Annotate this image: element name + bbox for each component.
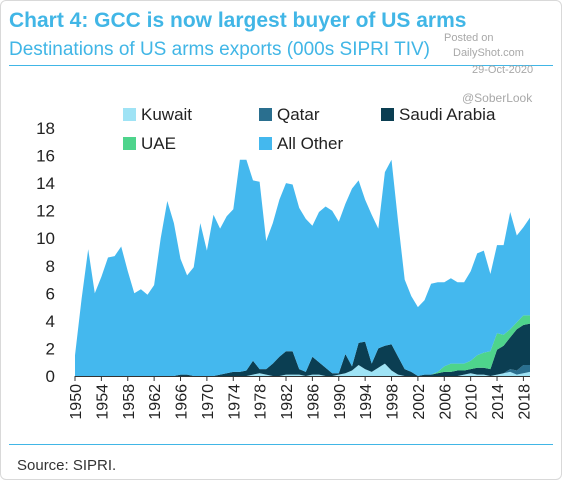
y-tick-label: 10 xyxy=(36,229,55,248)
source-note: Source: SIPRI. xyxy=(17,457,117,474)
area-kuwait xyxy=(75,363,530,376)
legend-label-uae: UAE xyxy=(141,134,176,153)
x-tick-label: 1990 xyxy=(332,384,349,420)
y-tick-label: 18 xyxy=(36,119,55,138)
x-tick-label: 1978 xyxy=(253,384,270,420)
x-tick-label: 1966 xyxy=(174,384,191,420)
y-tick-label: 16 xyxy=(36,147,55,166)
footer-rule xyxy=(9,444,553,445)
y-tick-label: 4 xyxy=(46,312,55,331)
x-tick-label: 1982 xyxy=(279,384,296,420)
legend-swatch-saudi-arabia xyxy=(381,108,394,121)
y-tick-label: 6 xyxy=(46,284,55,303)
legend-swatch-all-other xyxy=(259,137,272,150)
legend-swatch-qatar xyxy=(259,108,272,121)
y-tick-label: 8 xyxy=(46,257,55,276)
title-rule xyxy=(9,65,553,66)
legend-kuwait: Kuwait xyxy=(123,105,192,125)
x-tick-label: 1986 xyxy=(305,384,322,420)
x-tick-label: 2006 xyxy=(437,384,454,420)
watermark-posted: Posted on xyxy=(444,32,494,44)
legend-saudi-arabia: Saudi Arabia xyxy=(381,105,495,125)
y-tick-label: 0 xyxy=(46,367,55,386)
legend-label-saudi-arabia: Saudi Arabia xyxy=(399,105,496,124)
legend-label-qatar: Qatar xyxy=(277,105,320,124)
area-layers xyxy=(75,159,530,376)
watermark-site: DailyShot.com xyxy=(453,47,524,59)
x-tick-label: 1962 xyxy=(147,384,164,420)
y-tick-label: 12 xyxy=(36,202,55,221)
legend-label-kuwait: Kuwait xyxy=(141,105,193,124)
legend-label-all-other: All Other xyxy=(277,134,344,153)
x-tick-label: 1994 xyxy=(358,384,375,420)
x-tick-label: 2010 xyxy=(464,384,481,420)
x-tick-label: 1970 xyxy=(200,384,217,420)
legend-all-other: All Other xyxy=(259,134,343,154)
y-tick-label: 14 xyxy=(36,174,55,193)
area-saudi-arabia xyxy=(75,323,530,376)
legend-uae: UAE xyxy=(123,134,176,154)
area-all-other xyxy=(75,159,530,376)
x-tick-label: 1950 xyxy=(68,384,85,420)
chart-subtitle: Destinations of US arms exports (000s SI… xyxy=(9,39,430,60)
x-tick-label: 1954 xyxy=(94,384,111,420)
watermark-date: 29-Oct-2020 xyxy=(472,64,534,76)
legend-qatar: Qatar xyxy=(259,105,320,125)
chart-title: Chart 4: GCC is now largest buyer of US … xyxy=(9,9,467,32)
y-tick-label: 2 xyxy=(46,339,55,358)
x-tick-label: 1974 xyxy=(226,384,243,420)
x-tick-label: 2014 xyxy=(490,384,507,420)
x-tick-label: 2002 xyxy=(411,384,428,420)
legend-swatch-kuwait xyxy=(123,108,136,121)
legend-swatch-uae xyxy=(123,137,136,150)
x-tick-label: 1998 xyxy=(385,384,402,420)
x-tick-label: 1958 xyxy=(121,384,138,420)
x-tick-label: 2018 xyxy=(516,384,533,420)
watermark-handle: @SoberLook xyxy=(462,91,533,105)
